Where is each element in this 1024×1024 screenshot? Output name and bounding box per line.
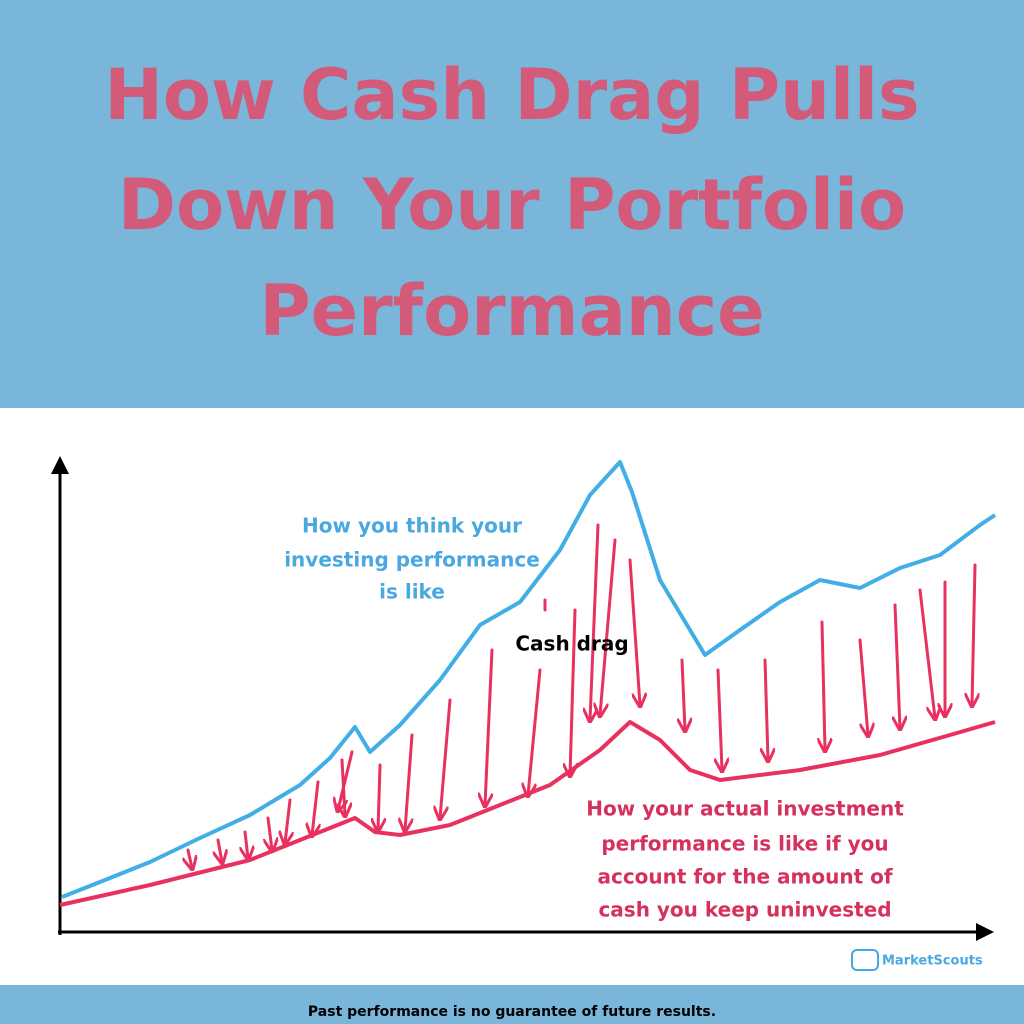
title-line: Down Your Portfolio: [118, 164, 906, 246]
perceived-label: How you think your: [302, 514, 522, 538]
brand-icon: [851, 949, 879, 971]
actual-label: performance is like if you: [601, 832, 888, 856]
actual-label: cash you keep uninvested: [598, 898, 891, 922]
drag-arrows: [188, 523, 975, 868]
footer-band: [0, 985, 1024, 1024]
actual-line: [59, 720, 996, 907]
drag-label: Cash drag: [515, 632, 628, 656]
perceived-label: investing performance: [284, 548, 540, 572]
body: [0, 408, 1024, 985]
perceived-line: [61, 460, 997, 899]
header-band: [0, 0, 1024, 408]
disclaimer: Past performance is no guarantee of futu…: [308, 1004, 716, 1020]
title-line: Performance: [259, 270, 764, 352]
brand: MarketScouts: [882, 954, 983, 969]
title-line: How Cash Drag Pulls: [104, 54, 919, 136]
actual-label: account for the amount of: [597, 865, 892, 889]
actual-label: How your actual investment: [586, 797, 904, 821]
perceived-label: is like: [379, 580, 445, 604]
